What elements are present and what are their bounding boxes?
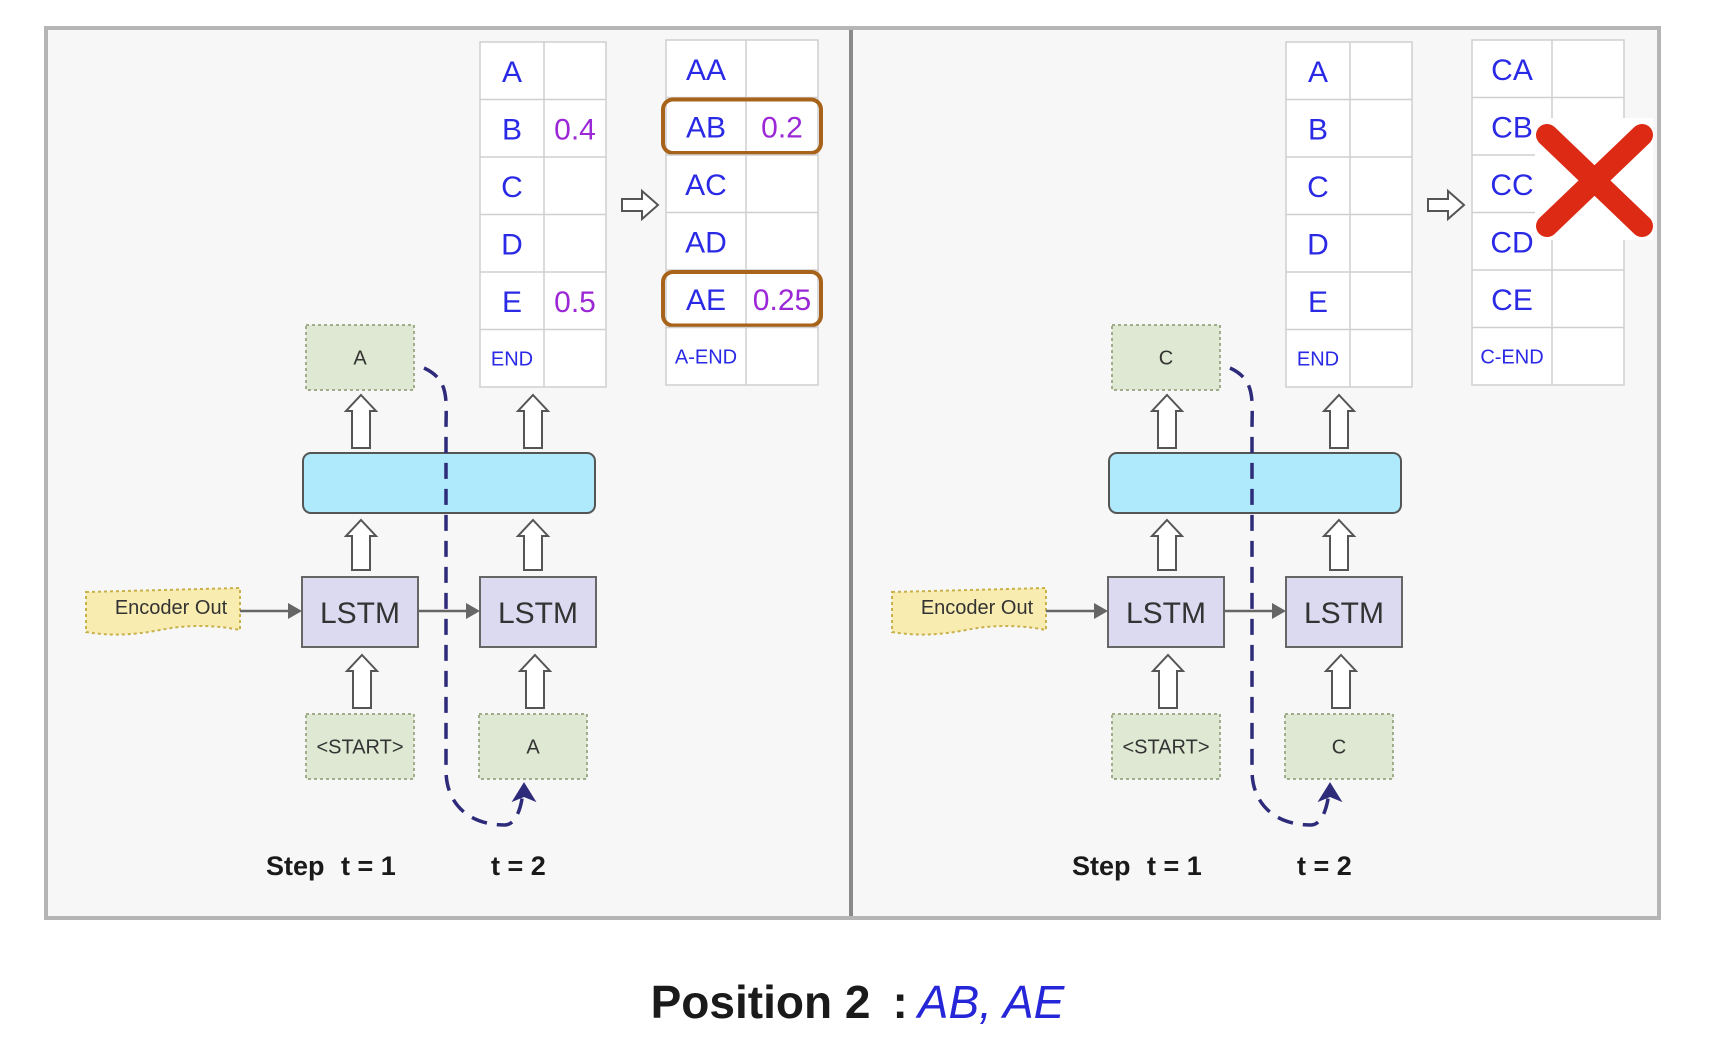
output-token-box-label: A bbox=[353, 348, 367, 370]
step-t2-label: t = 2 bbox=[491, 851, 546, 881]
encoder-out-box bbox=[85, 586, 241, 636]
right-hollow-arrow-icon bbox=[1427, 188, 1466, 222]
panel-left: A Encoder Out LSTM LSTM <START> A Step t = 1 t =… bbox=[85, 39, 823, 881]
table-cell-token: A bbox=[502, 56, 522, 89]
table-cell-token: END bbox=[1297, 348, 1339, 370]
table-cell-token: CB bbox=[1491, 111, 1533, 144]
step-t2-label: t = 2 bbox=[1297, 851, 1352, 881]
input-token-t2 bbox=[1284, 713, 1394, 780]
dense-layer bbox=[1108, 452, 1402, 514]
up-hollow-arrow-icon bbox=[344, 653, 380, 709]
table-cell-token: B bbox=[1308, 113, 1328, 146]
red-x-icon bbox=[1535, 118, 1653, 240]
feedback-arrowhead-icon bbox=[511, 782, 537, 803]
encoder-out-label: Encoder Out bbox=[921, 597, 1034, 619]
table-cell-token: C-END bbox=[1480, 346, 1543, 368]
input-token-start-label: <START> bbox=[316, 737, 403, 759]
table-cell-token: CE bbox=[1491, 284, 1533, 317]
arrowhead-icon bbox=[466, 603, 480, 619]
table-cell-token: C bbox=[501, 171, 523, 204]
caption-colon: : bbox=[892, 976, 908, 1028]
table-cell-prob: 0.5 bbox=[554, 286, 596, 319]
table-cell-prob: 0.25 bbox=[753, 284, 811, 317]
lstm-label-t1: LSTM bbox=[1126, 597, 1206, 630]
table-cell-token: AE bbox=[686, 284, 726, 317]
up-hollow-arrow-icon bbox=[1149, 393, 1185, 449]
caption-label: Position 2 bbox=[650, 976, 871, 1028]
panel-right: C Encoder Out LSTM LSTM <START> C Step t = 1 t =… bbox=[891, 39, 1653, 881]
dense-layer bbox=[302, 452, 596, 514]
feedback-dashed-path bbox=[1229, 366, 1331, 827]
up-hollow-arrow-icon bbox=[515, 518, 551, 571]
lstm-cell-t1 bbox=[301, 576, 419, 648]
lstm-label-t1: LSTM bbox=[320, 597, 400, 630]
input-token-start bbox=[1111, 713, 1221, 780]
up-hollow-arrow-icon bbox=[1321, 393, 1357, 449]
up-hollow-arrow-icon bbox=[1321, 518, 1357, 571]
lstm-cell-t1 bbox=[1107, 576, 1225, 648]
input-token-start bbox=[305, 713, 415, 780]
up-hollow-arrow-icon bbox=[1323, 653, 1359, 709]
table-cell-token: CD bbox=[1490, 226, 1533, 259]
table-cell-token: CA bbox=[1491, 54, 1533, 87]
up-hollow-arrow-icon bbox=[517, 653, 553, 709]
step-t1-label: t = 1 bbox=[341, 851, 396, 881]
output-token-box bbox=[305, 324, 415, 391]
table-cell-token: AA bbox=[686, 54, 726, 87]
arrowhead-icon bbox=[1094, 603, 1108, 619]
table-cell-token: B bbox=[502, 113, 522, 146]
table-cell-token: C bbox=[1307, 171, 1329, 204]
up-hollow-arrow-icon bbox=[1150, 653, 1186, 709]
up-hollow-arrow-icon bbox=[1149, 518, 1185, 571]
lstm-cell-t2 bbox=[1285, 576, 1403, 648]
arrowhead-icon bbox=[1272, 603, 1286, 619]
table-cell-token: AD bbox=[685, 226, 727, 259]
step-prefix-label: Step bbox=[266, 851, 325, 881]
vocab-probability-table: AB 0.4 CDE 0.5 END bbox=[479, 41, 607, 388]
table-cell-token: A-END bbox=[675, 346, 737, 368]
feedback-arrowhead-icon bbox=[1317, 782, 1343, 803]
up-hollow-arrow-icon bbox=[343, 518, 379, 571]
table-cell-token: AC bbox=[685, 169, 727, 202]
table-cell-token: CC bbox=[1490, 169, 1533, 202]
beam-search-diagram: A Encoder Out LSTM LSTM <START> A Step t = 1 t =… bbox=[44, 26, 1661, 920]
encoder-out-box bbox=[891, 586, 1047, 636]
feedback-dashed-path bbox=[423, 366, 525, 827]
reject-stroke bbox=[1536, 124, 1653, 237]
table-cell-token: E bbox=[1308, 286, 1328, 319]
lstm-label-t2: LSTM bbox=[1304, 597, 1384, 630]
input-token-t2 bbox=[478, 713, 588, 780]
right-hollow-arrow-icon bbox=[621, 188, 660, 222]
input-token-t2-label: A bbox=[526, 737, 540, 759]
table-cell-prob: 0.2 bbox=[761, 111, 803, 144]
lstm-label-t2: LSTM bbox=[498, 597, 578, 630]
table-cell-token: END bbox=[491, 348, 533, 370]
table-cell-token: E bbox=[502, 286, 522, 319]
caption-value: AB, AE bbox=[917, 976, 1065, 1028]
table-cell-token: D bbox=[1307, 228, 1329, 261]
table-cell-token: AB bbox=[686, 111, 726, 144]
table-cell-prob: 0.4 bbox=[554, 113, 596, 146]
selected-highlight bbox=[661, 97, 823, 155]
up-hollow-arrow-icon bbox=[343, 393, 379, 449]
input-token-t2-label: C bbox=[1332, 737, 1346, 759]
encoder-out-label: Encoder Out bbox=[115, 597, 228, 619]
arrowhead-icon bbox=[288, 603, 302, 619]
lstm-cell-t2 bbox=[479, 576, 597, 648]
table-cell-token: D bbox=[501, 228, 523, 261]
input-token-start-label: <START> bbox=[1122, 737, 1209, 759]
step-t1-label: t = 1 bbox=[1147, 851, 1202, 881]
caption: Position 2: AB, AE bbox=[0, 975, 1715, 1029]
up-hollow-arrow-icon bbox=[515, 393, 551, 449]
table-cell-token: A bbox=[1308, 56, 1328, 89]
step-prefix-label: Step bbox=[1072, 851, 1131, 881]
output-token-box bbox=[1111, 324, 1221, 391]
output-token-box-label: C bbox=[1159, 348, 1173, 370]
selected-highlight bbox=[661, 270, 823, 328]
sequence-probability-table: AA AB 0.2 AC AD AE 0.25 A-END bbox=[661, 39, 823, 386]
